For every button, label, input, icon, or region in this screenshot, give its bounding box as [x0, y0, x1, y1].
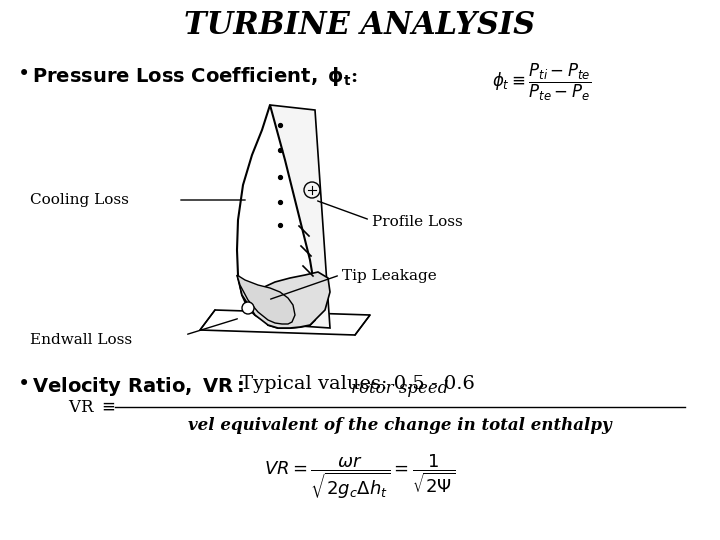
Polygon shape — [237, 275, 295, 324]
Polygon shape — [237, 272, 330, 328]
Text: rotor speed: rotor speed — [351, 380, 449, 397]
Text: VR $\equiv$: VR $\equiv$ — [68, 399, 115, 415]
Polygon shape — [237, 105, 315, 328]
Text: Typical values: 0.5 - 0.6: Typical values: 0.5 - 0.6 — [240, 375, 475, 393]
Text: Cooling Loss: Cooling Loss — [30, 193, 129, 207]
Text: $\phi_t \equiv \dfrac{P_{ti} - P_{te}}{P_{te} - P_e}$: $\phi_t \equiv \dfrac{P_{ti} - P_{te}}{P… — [492, 62, 591, 103]
Text: Endwall Loss: Endwall Loss — [30, 333, 132, 347]
Text: Profile Loss: Profile Loss — [372, 215, 463, 229]
Polygon shape — [200, 310, 370, 335]
Circle shape — [242, 302, 254, 314]
Text: Tip Leakage: Tip Leakage — [342, 269, 437, 283]
Polygon shape — [270, 105, 330, 328]
Text: $VR = \dfrac{\omega r}{\sqrt{2g_c\Delta h_t}} = \dfrac{1}{\sqrt{2\Psi}}$: $VR = \dfrac{\omega r}{\sqrt{2g_c\Delta … — [264, 452, 456, 501]
Text: $\mathbf{Pressure\ Loss\ Coefficient,\ \phi_t}$:: $\mathbf{Pressure\ Loss\ Coefficient,\ \… — [32, 65, 358, 88]
Text: •: • — [18, 65, 30, 84]
Text: •: • — [18, 375, 30, 394]
Text: vel equivalent of the change in total enthalpy: vel equivalent of the change in total en… — [188, 417, 612, 434]
Text: $\mathbf{Velocity\ Ratio,\ VR:}$: $\mathbf{Velocity\ Ratio,\ VR:}$ — [32, 375, 243, 398]
Text: TURBINE ANALYSIS: TURBINE ANALYSIS — [184, 10, 536, 41]
